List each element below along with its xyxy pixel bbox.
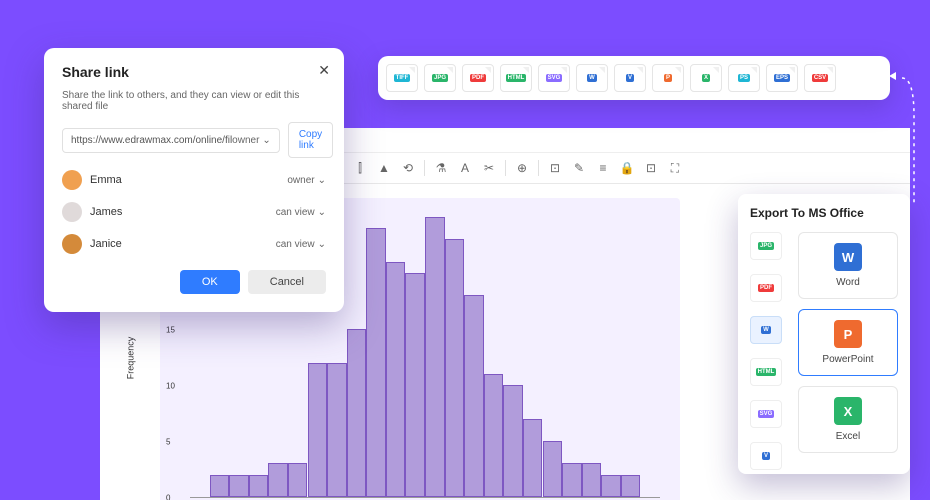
user-name: Emma bbox=[90, 174, 279, 186]
y-tick: 15 bbox=[166, 326, 175, 335]
bar bbox=[543, 441, 563, 497]
share-url-text: https://www.edrawmax.com/online/fil bbox=[71, 135, 232, 146]
arrow-head-icon bbox=[889, 72, 896, 80]
bar bbox=[405, 273, 425, 497]
copy-link-button[interactable]: Copy link bbox=[288, 122, 333, 158]
toolbar-button[interactable]: ⊡ bbox=[640, 157, 662, 179]
export-filetype-html[interactable]: HTML bbox=[750, 358, 782, 386]
toolbar-button[interactable]: ▲ bbox=[373, 157, 395, 179]
toolbar-button[interactable]: ⟲ bbox=[397, 157, 419, 179]
format-chip-eps[interactable]: EPS bbox=[766, 64, 798, 92]
bar bbox=[582, 463, 602, 497]
user-name: James bbox=[90, 206, 268, 218]
bar bbox=[425, 217, 445, 497]
export-filetype-svg[interactable]: SVG bbox=[750, 400, 782, 428]
chevron-down-icon: ⌄ bbox=[262, 135, 270, 146]
bar bbox=[347, 329, 367, 497]
export-card-label: Excel bbox=[836, 431, 860, 442]
toolbar-button[interactable]: ✂ bbox=[478, 157, 500, 179]
share-user-row: Emma owner ⌄ bbox=[62, 170, 326, 190]
bar bbox=[386, 262, 406, 497]
share-user-row: James can view ⌄ bbox=[62, 202, 326, 222]
bar bbox=[464, 295, 484, 497]
toolbar-button[interactable]: ⊡ bbox=[544, 157, 566, 179]
bar bbox=[601, 475, 621, 497]
share-desc: Share the link to others, and they can v… bbox=[62, 90, 326, 112]
app-icon: W bbox=[834, 243, 862, 271]
bar bbox=[268, 463, 288, 497]
export-card-label: Word bbox=[836, 277, 860, 288]
avatar bbox=[62, 170, 82, 190]
export-filetype-jpg[interactable]: JPG bbox=[750, 232, 782, 260]
export-filetype-v[interactable]: V bbox=[750, 442, 782, 470]
share-url-input[interactable]: https://www.edrawmax.com/online/fil owne… bbox=[62, 128, 280, 153]
bar bbox=[249, 475, 269, 497]
share-url-perm[interactable]: owner ⌄ bbox=[232, 135, 271, 146]
avatar bbox=[62, 234, 82, 254]
share-dialog: Share link ✕ Share the link to others, a… bbox=[44, 48, 344, 312]
export-title: Export To MS Office bbox=[750, 206, 898, 220]
ok-button[interactable]: OK bbox=[180, 270, 240, 294]
export-card-label: PowerPoint bbox=[822, 354, 873, 365]
export-card-word[interactable]: W Word bbox=[798, 232, 898, 299]
format-chip-w[interactable]: W bbox=[576, 64, 608, 92]
format-chip-pdf[interactable]: PDF bbox=[462, 64, 494, 92]
y-axis-label: Frequency bbox=[126, 337, 136, 380]
bar bbox=[229, 475, 249, 497]
format-chip-tiff[interactable]: TIFF bbox=[386, 64, 418, 92]
format-chip-csv[interactable]: CSV bbox=[804, 64, 836, 92]
cancel-button[interactable]: Cancel bbox=[248, 270, 326, 294]
y-tick: 5 bbox=[166, 438, 170, 447]
toolbar-button[interactable]: ✎ bbox=[568, 157, 590, 179]
toolbar-button[interactable]: ⫿ bbox=[349, 157, 371, 179]
app-icon: P bbox=[834, 320, 862, 348]
export-filetype-w[interactable]: W bbox=[750, 316, 782, 344]
permission-dropdown[interactable]: can view ⌄ bbox=[276, 207, 326, 218]
user-name: Janice bbox=[90, 238, 268, 250]
toolbar-button[interactable]: ≡ bbox=[592, 157, 614, 179]
close-icon[interactable]: ✕ bbox=[318, 62, 330, 79]
chevron-down-icon: ⌄ bbox=[318, 207, 326, 218]
avatar bbox=[62, 202, 82, 222]
export-card-powerpoint[interactable]: P PowerPoint bbox=[798, 309, 898, 376]
bar bbox=[288, 463, 308, 497]
permission-dropdown[interactable]: owner ⌄ bbox=[287, 175, 326, 186]
format-chip-ps[interactable]: PS bbox=[728, 64, 760, 92]
bar bbox=[445, 239, 465, 497]
app-icon: X bbox=[834, 397, 862, 425]
bar bbox=[503, 385, 523, 497]
bar bbox=[327, 363, 347, 497]
toolbar-button[interactable]: 🔒 bbox=[616, 157, 638, 179]
share-title: Share link bbox=[62, 64, 326, 80]
share-user-row: Janice can view ⌄ bbox=[62, 234, 326, 254]
format-chip-p[interactable]: P bbox=[652, 64, 684, 92]
bar bbox=[621, 475, 641, 497]
y-tick: 0 bbox=[166, 494, 170, 500]
format-chip-v[interactable]: V bbox=[614, 64, 646, 92]
y-tick: 10 bbox=[166, 382, 175, 391]
export-card-excel[interactable]: X Excel bbox=[798, 386, 898, 453]
toolbar-button[interactable]: ⛶ bbox=[664, 157, 686, 179]
export-panel: Export To MS Office JPG PDF W HTML SVG V W Wor… bbox=[738, 194, 910, 474]
format-chip-x[interactable]: X bbox=[690, 64, 722, 92]
toolbar-button[interactable]: A bbox=[454, 157, 476, 179]
chevron-down-icon: ⌄ bbox=[318, 175, 326, 186]
toolbar-button[interactable]: ⊕ bbox=[511, 157, 533, 179]
export-format-strip: TIFFJPGPDFHTMLSVGWVPXPSEPSCSV bbox=[378, 56, 890, 100]
bar bbox=[210, 475, 230, 497]
bar bbox=[523, 419, 543, 497]
toolbar-button[interactable]: ⚗ bbox=[430, 157, 452, 179]
export-filetype-pdf[interactable]: PDF bbox=[750, 274, 782, 302]
format-chip-jpg[interactable]: JPG bbox=[424, 64, 456, 92]
permission-dropdown[interactable]: can view ⌄ bbox=[276, 239, 326, 250]
bar bbox=[308, 363, 328, 497]
bar bbox=[562, 463, 582, 497]
chevron-down-icon: ⌄ bbox=[318, 239, 326, 250]
bar bbox=[484, 374, 504, 497]
format-chip-html[interactable]: HTML bbox=[500, 64, 532, 92]
bar bbox=[366, 228, 386, 497]
format-chip-svg[interactable]: SVG bbox=[538, 64, 570, 92]
